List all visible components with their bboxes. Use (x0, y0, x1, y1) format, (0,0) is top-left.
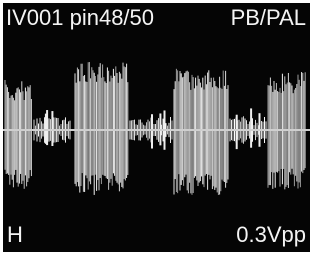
footer-right: 0.3Vpp (236, 222, 306, 247)
header-right: PB/PAL (231, 5, 306, 30)
footer-left: H (7, 222, 23, 247)
header-left: IV001 pin48/50 (6, 5, 154, 30)
oscilloscope-screen: IV001 pin48/50 PB/PAL H 0.3Vpp (0, 0, 313, 255)
page: IV001 pin48/50 PB/PAL H 0.3Vpp (() => { … (0, 0, 313, 255)
